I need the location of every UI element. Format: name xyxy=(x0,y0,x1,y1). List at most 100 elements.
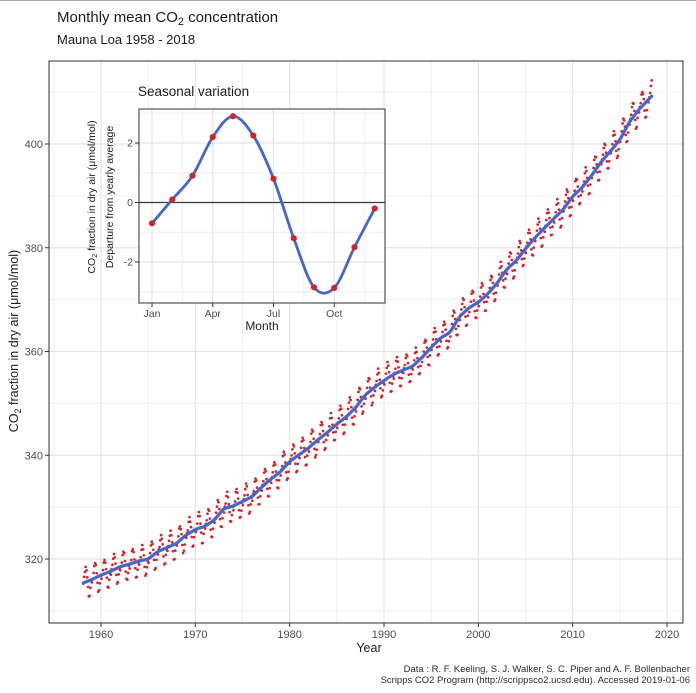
monthly-point xyxy=(556,201,560,205)
monthly-point xyxy=(287,470,290,474)
monthly-point xyxy=(592,158,596,162)
monthly-point xyxy=(535,229,539,232)
monthly-point xyxy=(397,365,400,369)
monthly-point xyxy=(188,520,192,524)
monthly-point xyxy=(538,227,542,231)
monthly-point xyxy=(569,213,573,217)
inset-x-tick-label: Jul xyxy=(267,308,280,320)
monthly-point xyxy=(392,377,396,380)
monthly-point xyxy=(547,211,551,215)
monthly-point xyxy=(551,225,554,228)
y-tick-label: 340 xyxy=(25,450,43,462)
monthly-point xyxy=(444,328,448,331)
monthly-point xyxy=(96,581,99,585)
monthly-point xyxy=(503,286,507,289)
monthly-point xyxy=(141,548,145,551)
monthly-point xyxy=(236,491,239,495)
monthly-point xyxy=(541,236,545,239)
monthly-point xyxy=(331,431,335,434)
monthly-point xyxy=(233,500,237,503)
monthly-point xyxy=(532,246,536,249)
monthly-point xyxy=(375,379,378,383)
monthly-point xyxy=(522,257,526,260)
monthly-point xyxy=(361,412,364,415)
monthly-point xyxy=(642,97,646,101)
monthly-point xyxy=(118,568,122,572)
monthly-point xyxy=(303,455,307,459)
monthly-point xyxy=(546,208,550,211)
inset-month-point xyxy=(290,235,297,242)
monthly-point xyxy=(142,553,146,557)
monthly-point xyxy=(453,317,457,321)
monthly-point xyxy=(294,462,297,466)
monthly-point xyxy=(340,413,344,417)
monthly-point xyxy=(498,266,502,270)
monthly-point xyxy=(612,129,616,133)
monthly-point xyxy=(510,258,514,262)
monthly-point xyxy=(559,224,563,228)
monthly-point xyxy=(603,143,607,147)
monthly-point xyxy=(453,311,456,314)
title-text-tail: concentration xyxy=(183,9,279,26)
monthly-point xyxy=(388,381,392,385)
y-tick-label: 380 xyxy=(25,243,43,255)
y-tick-label: 320 xyxy=(25,554,43,566)
inset-month-point xyxy=(250,132,257,139)
monthly-point xyxy=(128,567,132,570)
monthly-point xyxy=(489,278,492,282)
monthly-point xyxy=(501,279,505,282)
monthly-point xyxy=(508,255,511,259)
monthly-point xyxy=(306,454,309,457)
monthly-point xyxy=(581,190,584,193)
monthly-point xyxy=(570,205,573,209)
monthly-point xyxy=(491,281,495,285)
monthly-point xyxy=(171,549,175,553)
monthly-point xyxy=(431,338,435,341)
inset-month-point xyxy=(371,205,378,212)
monthly-point xyxy=(563,200,567,203)
monthly-point xyxy=(372,394,375,397)
monthly-point xyxy=(557,208,561,211)
monthly-point xyxy=(394,367,397,371)
monthly-point xyxy=(399,384,403,388)
monthly-point xyxy=(260,489,264,493)
monthly-point xyxy=(192,544,195,548)
monthly-point xyxy=(190,535,194,539)
monthly-point xyxy=(277,478,281,482)
monthly-point xyxy=(148,551,152,555)
monthly-point xyxy=(136,568,139,572)
monthly-point xyxy=(103,561,107,564)
monthly-point xyxy=(482,292,485,296)
monthly-point xyxy=(346,407,350,411)
monthly-point xyxy=(512,275,516,278)
monthly-point xyxy=(414,346,418,349)
monthly-point xyxy=(143,565,146,569)
inset-month-point xyxy=(169,196,176,203)
monthly-point xyxy=(116,580,120,584)
monthly-point xyxy=(639,101,643,105)
monthly-point xyxy=(357,390,360,394)
monthly-point xyxy=(236,497,240,500)
inset-y-tick-label: 2 xyxy=(127,138,133,150)
monthly-point xyxy=(103,558,106,562)
monthly-point xyxy=(409,372,413,376)
monthly-point xyxy=(416,365,420,369)
monthly-point xyxy=(254,479,258,482)
monthly-point xyxy=(232,509,235,512)
monthly-point xyxy=(404,356,407,360)
monthly-point xyxy=(445,339,448,343)
monthly-point xyxy=(247,503,250,507)
monthly-point xyxy=(579,193,583,197)
monthly-point xyxy=(390,382,394,385)
monthly-point xyxy=(426,355,429,359)
title-text: Monthly mean CO xyxy=(57,9,178,26)
monthly-point xyxy=(161,542,165,546)
monthly-point xyxy=(434,330,437,333)
monthly-point xyxy=(522,263,525,267)
monthly-point xyxy=(279,474,282,477)
monthly-point xyxy=(353,415,356,418)
monthly-point xyxy=(324,446,327,450)
monthly-point xyxy=(537,217,540,220)
monthly-point xyxy=(218,517,222,521)
monthly-point xyxy=(446,345,450,349)
